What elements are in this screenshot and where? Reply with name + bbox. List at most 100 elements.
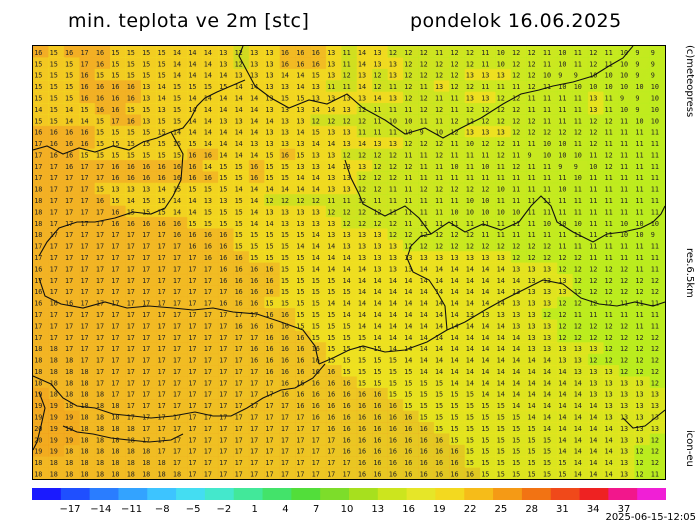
temperature-value: 14 <box>481 345 489 353</box>
temperature-value: 17 <box>235 379 243 387</box>
temperature-value: 11 <box>527 140 535 148</box>
temperature-cell <box>557 262 574 275</box>
temperature-value: 12 <box>589 357 597 365</box>
temperature-cell <box>217 80 234 93</box>
temperature-value: 15 <box>219 186 227 194</box>
temperature-cell <box>217 228 234 241</box>
temperature-cell <box>94 444 111 457</box>
temperature-cell <box>264 46 281 58</box>
temperature-cell <box>48 285 65 298</box>
temperature-value: 14 <box>497 379 505 387</box>
temperature-cell <box>618 125 635 138</box>
temperature-cell <box>464 80 481 93</box>
temperature-value: 15 <box>96 129 104 137</box>
temperature-value: 14 <box>204 94 212 102</box>
temperature-cell <box>449 239 466 252</box>
temperature-cell <box>233 46 250 58</box>
temperature-cell <box>79 114 96 127</box>
temperature-value: 12 <box>389 220 397 228</box>
temperature-value: 15 <box>466 414 474 422</box>
temperature-cell <box>264 239 281 252</box>
temperature-cell <box>341 467 358 479</box>
temperature-cell <box>572 467 589 479</box>
temperature-cell <box>140 125 157 138</box>
temperature-cell <box>372 342 389 355</box>
temperature-value: 12 <box>635 470 643 478</box>
temperature-cell <box>110 251 126 263</box>
temperature-value: 14 <box>558 402 566 410</box>
temperature-value: 13 <box>296 163 304 171</box>
temperature-value: 15 <box>342 334 350 342</box>
temperature-cell <box>171 399 188 412</box>
temperature-cell <box>140 422 157 434</box>
temperature-cell <box>541 296 558 309</box>
temperature-value: 18 <box>158 470 166 478</box>
colorbar-tick-label: 1 <box>251 504 258 515</box>
temperature-cell <box>202 422 219 434</box>
temperature-cell <box>587 102 604 115</box>
temperature-cell <box>387 68 404 81</box>
temperature-value: 17 <box>142 265 150 273</box>
temperature-value: 12 <box>620 265 628 273</box>
temperature-cell <box>79 387 96 400</box>
temperature-cell <box>171 353 188 366</box>
temperature-value: 11 <box>466 163 474 171</box>
temperature-value: 13 <box>358 72 366 80</box>
temperature-value: 17 <box>96 174 104 182</box>
temperature-value: 14 <box>497 357 505 365</box>
temperature-cell <box>279 194 296 207</box>
temperature-value: 15 <box>543 470 551 478</box>
temperature-value: 13 <box>389 94 397 102</box>
temperature-value: 17 <box>50 174 58 182</box>
temperature-cell <box>33 456 49 469</box>
temperature-value: 18 <box>34 186 42 194</box>
temperature-cell <box>48 353 65 366</box>
temperature-value: 16 <box>34 265 42 273</box>
temperature-cell <box>233 330 250 343</box>
temperature-value: 11 <box>527 163 535 171</box>
temperature-value: 18 <box>111 414 119 422</box>
temperature-value: 14 <box>312 254 320 262</box>
temperature-cell <box>94 205 111 218</box>
temperature-cell <box>217 57 234 70</box>
temperature-value: 16 <box>312 379 320 387</box>
temperature-value: 10 <box>635 117 643 125</box>
temperature-cell <box>110 433 126 446</box>
temperature-cell <box>418 422 435 434</box>
temperature-cell <box>264 467 281 479</box>
temperature-cell <box>510 319 527 332</box>
temperature-value: 12 <box>574 254 582 262</box>
temperature-cell <box>48 262 65 275</box>
temperature-cell <box>79 194 96 207</box>
temperature-value: 14 <box>574 379 582 387</box>
temperature-cell <box>649 319 665 332</box>
temperature-value: 12 <box>651 345 659 353</box>
temperature-cell <box>587 365 604 377</box>
temperature-value: 12 <box>651 436 659 444</box>
temperature-value: 12 <box>466 117 474 125</box>
temperature-value: 16 <box>250 300 258 308</box>
temperature-value: 11 <box>620 186 628 194</box>
temperature-value: 15 <box>312 300 320 308</box>
temperature-value: 10 <box>635 83 643 91</box>
temperature-cell <box>480 102 496 115</box>
temperature-cell <box>526 194 543 207</box>
temperature-value: 16 <box>65 49 73 57</box>
temperature-cell <box>433 239 450 252</box>
temperature-cell <box>156 182 173 195</box>
temperature-cell <box>464 433 481 446</box>
temperature-cell <box>510 444 527 457</box>
temperature-cell <box>48 273 65 286</box>
temperature-cell <box>325 285 342 298</box>
temperature-value: 15 <box>219 83 227 91</box>
temperature-cell <box>187 456 204 469</box>
temperature-cell <box>325 399 342 412</box>
border-mid <box>38 131 184 257</box>
temperature-value: 17 <box>80 334 88 342</box>
temperature-value: 11 <box>620 174 628 182</box>
temperature-cell <box>402 285 419 298</box>
temperature-value: 17 <box>80 197 88 205</box>
temperature-cell <box>449 273 466 286</box>
temperature-value: 14 <box>358 140 366 148</box>
temperature-value: 13 <box>296 117 304 125</box>
